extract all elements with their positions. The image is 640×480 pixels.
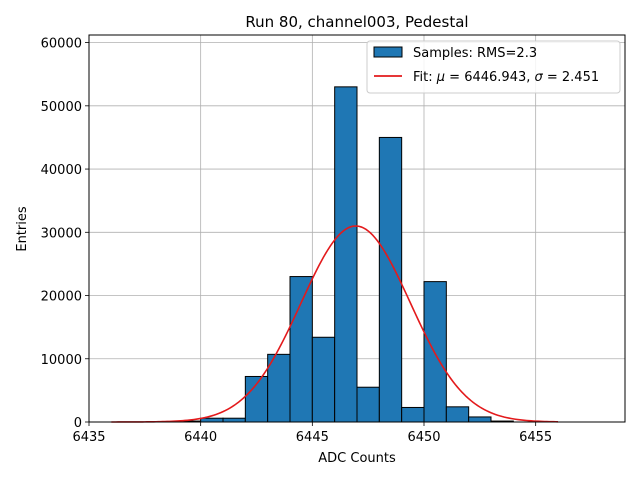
legend-fit-mu-value: = 6446.943,	[445, 70, 534, 85]
histogram-bar	[200, 417, 224, 423]
y-tick-label: 60000	[41, 37, 82, 52]
legend-fit-prefix: Fit:	[413, 70, 437, 85]
histogram-bar	[267, 353, 291, 423]
plot-frame	[88, 34, 626, 423]
histogram-bar	[378, 136, 403, 423]
y-tick-label: 10000	[41, 353, 82, 368]
legend-fit-mu-symbol: μ	[436, 70, 445, 85]
histogram-bar	[423, 281, 447, 423]
histogram-bar	[401, 406, 425, 423]
x-tick-label: 6445	[296, 430, 329, 445]
histogram-bar	[445, 406, 470, 423]
x-tick-label: 6450	[407, 430, 440, 445]
histogram-bar	[311, 336, 336, 423]
y-tick-label: 20000	[41, 290, 82, 305]
x-tick-label: 6455	[519, 430, 552, 445]
legend-label-samples: Samples: RMS=2.3	[413, 46, 537, 61]
legend-box	[366, 40, 621, 94]
x-axis: 6435 6440 6445 6450 6455	[72, 422, 552, 445]
fit-curve-group	[111, 225, 559, 423]
legend-fit-sigma-symbol: σ	[535, 70, 544, 85]
histogram-bars	[177, 86, 514, 423]
x-axis-label: ADC Counts	[318, 451, 396, 466]
histogram-bar	[334, 86, 358, 423]
x-tick-label: 6435	[72, 430, 105, 445]
legend-label-fit: Fit: μ = 6446.943, σ = 2.451	[413, 70, 599, 85]
histogram-bar	[356, 386, 380, 423]
histogram-bar	[222, 417, 246, 423]
y-tick-label: 30000	[41, 226, 82, 241]
y-tick-label: 0	[74, 416, 82, 431]
legend: Samples: RMS=2.3 Fit: μ = 6446.943, σ = …	[366, 40, 621, 94]
x-tick-label: 6440	[184, 430, 217, 445]
histogram-bar	[289, 276, 313, 423]
histogram-bar	[468, 416, 492, 423]
y-tick-label: 50000	[41, 100, 82, 115]
fit-curve	[111, 225, 559, 423]
y-tick-label: 40000	[41, 163, 82, 178]
chart-title: Run 80, channel003, Pedestal	[245, 13, 468, 31]
y-axis-label: Entries	[15, 206, 30, 252]
legend-fit-sigma-value: = 2.451	[543, 70, 599, 85]
y-axis: 0 10000 20000 30000 40000 50000 60000	[41, 37, 89, 431]
legend-swatch-samples	[373, 46, 403, 58]
